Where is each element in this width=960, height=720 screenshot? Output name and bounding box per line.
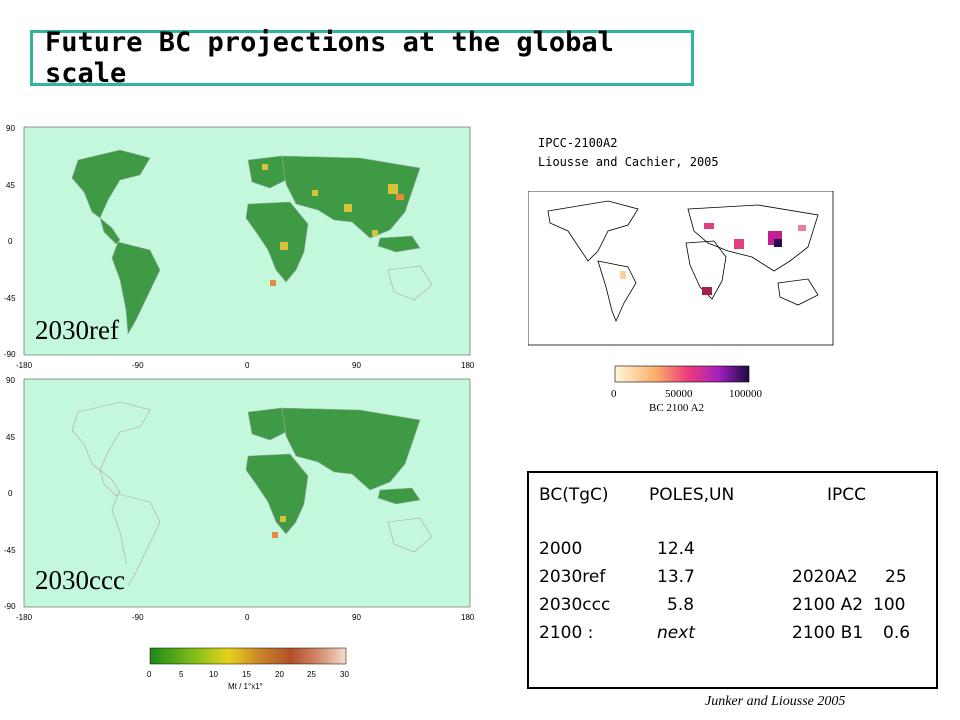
south-america <box>111 493 161 587</box>
emission-hotspots <box>272 516 286 538</box>
australia <box>387 265 433 301</box>
tick-y: 45 <box>6 181 15 190</box>
tick-y: -90 <box>4 350 16 359</box>
y-axis-ticks: 90 45 0 -45 -90 <box>4 376 16 611</box>
australia <box>387 517 433 553</box>
tick-y: -45 <box>4 294 16 303</box>
table-row-c2: 13.7 <box>657 567 695 587</box>
table-row-c3a: 2020A2 <box>792 567 858 587</box>
tick-x: 90 <box>352 613 361 622</box>
table-row-c1: 2030ccc <box>539 595 611 615</box>
emission-hotspots <box>620 223 806 295</box>
tick-x: 0 <box>245 361 250 370</box>
bc-table: BC(TgC) POLES,UN IPCC 2000 12.4 2030ref … <box>527 471 938 689</box>
cbar-tick: 25 <box>307 670 316 679</box>
land-masses <box>71 401 433 587</box>
colorbar-right: 0 50000 100000 BC 2100 A2 <box>611 365 763 414</box>
tick-x: -90 <box>132 613 144 622</box>
colorbar-bottom: 0 5 10 15 20 25 30 Mt / 1°x1° <box>147 647 349 691</box>
table-header-c2: POLES,UN <box>649 485 735 505</box>
cbar-label: BC 2100 A2 <box>649 402 704 414</box>
tick-y: -90 <box>4 602 16 611</box>
table-row-c1: 2100 : <box>539 623 594 643</box>
tick-x: -180 <box>16 613 33 622</box>
table-row-c1: 2000 <box>539 539 583 559</box>
tick-y: -45 <box>4 546 16 555</box>
page-title: Future BC projections at the global scal… <box>45 27 614 89</box>
table-row-c3a: 2100 B1 <box>792 623 864 643</box>
africa <box>245 201 309 283</box>
x-axis-ticks: -180 -90 0 90 180 <box>16 613 475 622</box>
colorbar-ramp <box>149 647 347 665</box>
se-asia <box>377 235 421 253</box>
table-header-c3: IPCC <box>827 485 867 505</box>
cbar-tick: 100000 <box>729 388 763 400</box>
tick-y: 0 <box>8 237 13 246</box>
tick-x: 90 <box>352 361 361 370</box>
cbar-tick: 50000 <box>665 388 693 400</box>
tick-x: -90 <box>132 361 144 370</box>
title-box: Future BC projections at the global scal… <box>30 27 694 89</box>
table-row-c2: 5.8 <box>667 595 695 615</box>
footer-credit: Junker and Liousse 2005 <box>705 694 846 709</box>
cbar-tick: 0 <box>147 670 152 679</box>
land-masses <box>71 149 433 335</box>
asia <box>281 155 421 239</box>
north-america <box>71 149 151 219</box>
ipcc-credit-line1: IPCC-2100A2 <box>538 136 618 150</box>
map-label-2030ref: 2030ref <box>32 314 122 346</box>
tick-x: 0 <box>245 613 250 622</box>
table-row-c3a: 2100 A2 <box>792 595 864 615</box>
ipcc-credit: IPCC-2100A2 Liousse and Cachier, 2005 <box>538 134 719 172</box>
ipcc-credit-line2: Liousse and Cachier, 2005 <box>538 155 719 169</box>
colorbar-ramp <box>614 365 750 383</box>
map-label-2030ccc: 2030ccc <box>32 564 128 596</box>
tick-x: 180 <box>461 361 475 370</box>
cbar-tick: 5 <box>179 670 184 679</box>
cbar-tick: 10 <box>209 670 218 679</box>
map-frame <box>528 191 834 346</box>
map-ipcc-2100a2 <box>528 191 834 346</box>
tick-y: 45 <box>6 433 15 442</box>
emission-hotspots <box>262 164 404 286</box>
cbar-tick: 30 <box>340 670 349 679</box>
table-row-c2: next <box>657 623 695 643</box>
south-america <box>111 241 161 335</box>
table-row-c2: 12.4 <box>657 539 695 559</box>
cbar-tick: 0 <box>611 388 617 400</box>
europe <box>247 407 291 441</box>
y-axis-ticks: 90 45 0 -45 -90 <box>4 124 16 359</box>
tick-x: -180 <box>16 361 33 370</box>
table-row-c3b: 100 <box>873 595 906 615</box>
se-asia <box>377 487 421 505</box>
x-axis-ticks: -180 -90 0 90 180 <box>16 361 475 370</box>
africa <box>245 453 309 535</box>
tick-x: 180 <box>461 613 475 622</box>
asia <box>281 407 421 491</box>
tick-y: 90 <box>6 124 15 133</box>
cbar-unit: Mt / 1°x1° <box>228 682 263 691</box>
table-row-c3b: 0.6 <box>883 623 911 643</box>
europe <box>247 155 291 189</box>
tick-y: 0 <box>8 489 13 498</box>
tick-y: 90 <box>6 376 15 385</box>
table-header-c1: BC(TgC) <box>539 485 609 505</box>
land-outlines <box>547 200 819 323</box>
table-row-c3b: 25 <box>885 567 907 587</box>
cbar-tick: 15 <box>242 670 251 679</box>
table-row-c1: 2030ref <box>539 567 606 587</box>
cbar-tick: 20 <box>275 670 284 679</box>
north-america <box>71 401 151 471</box>
